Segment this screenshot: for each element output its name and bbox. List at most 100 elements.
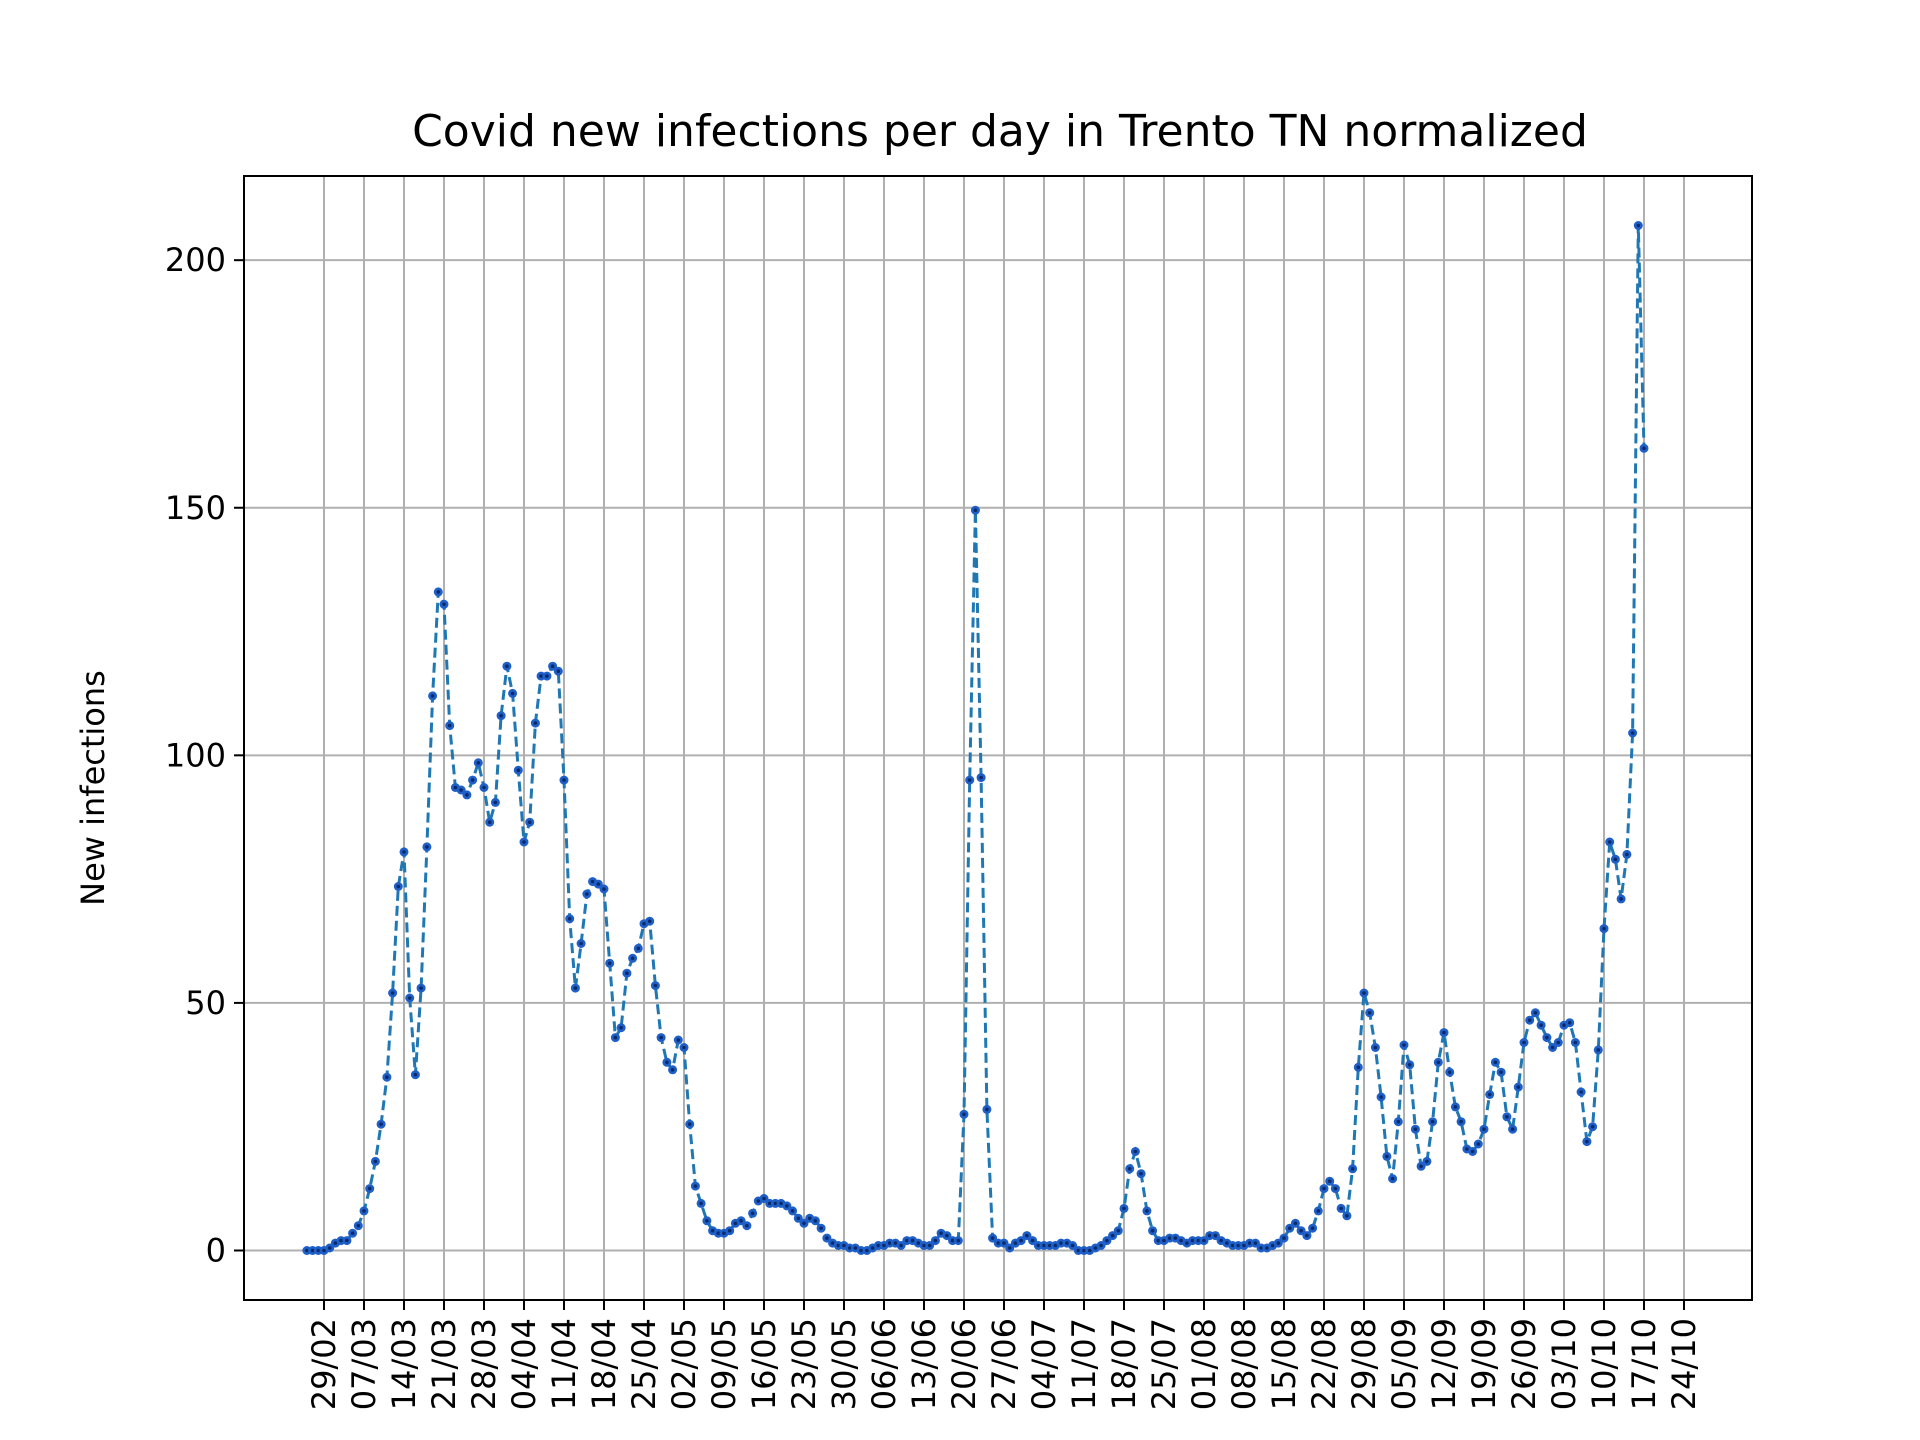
data-point-center <box>567 916 572 921</box>
data-point-center <box>1350 1167 1355 1171</box>
x-tick-label: 28/03 <box>465 1318 503 1410</box>
data-point-center <box>636 946 641 951</box>
data-point-center <box>1207 1233 1212 1238</box>
data-point-center <box>939 1231 943 1235</box>
data-point-center <box>1436 1060 1441 1065</box>
data-point-center <box>870 1246 875 1250</box>
data-point-center <box>556 669 561 673</box>
data-point-center <box>1567 1020 1572 1025</box>
data-point-center <box>956 1238 961 1243</box>
data-point-center <box>687 1122 692 1126</box>
data-point-center <box>1550 1045 1555 1050</box>
data-point-center <box>933 1238 938 1243</box>
data-point-center <box>1499 1070 1503 1074</box>
data-point-center <box>1345 1214 1349 1218</box>
data-point-center <box>516 768 521 772</box>
data-point-center <box>1385 1154 1389 1159</box>
data-point-center <box>390 991 395 995</box>
data-point-center <box>876 1243 881 1248</box>
data-point-center <box>693 1184 698 1188</box>
data-point-center <box>539 674 543 678</box>
data-point-center <box>710 1228 715 1233</box>
data-point-center <box>305 1248 309 1253</box>
data-point-center <box>887 1241 892 1245</box>
data-point-center <box>1373 1045 1378 1050</box>
data-point-center <box>1202 1238 1206 1243</box>
data-point-center <box>796 1216 801 1221</box>
data-point-center <box>1299 1228 1303 1233</box>
data-point-center <box>705 1219 709 1223</box>
data-point-center <box>1150 1228 1155 1233</box>
data-point-center <box>1425 1159 1429 1164</box>
x-tick-label: 15/08 <box>1265 1318 1303 1410</box>
data-point-center <box>882 1243 886 1248</box>
x-tick-label: 13/06 <box>905 1318 943 1410</box>
data-point-center <box>916 1241 921 1245</box>
data-point-center <box>1487 1092 1492 1097</box>
data-point-center <box>562 778 566 782</box>
x-tick-label: 18/07 <box>1105 1318 1143 1410</box>
data-point-center <box>459 788 463 792</box>
data-point-center <box>1407 1063 1412 1067</box>
data-point-center <box>499 713 503 718</box>
data-point-center <box>1185 1241 1189 1245</box>
data-point-center <box>430 694 435 698</box>
data-point-center <box>1242 1243 1246 1248</box>
data-point-center <box>1002 1241 1006 1245</box>
data-point-center <box>619 1025 623 1030</box>
data-point-center <box>602 887 606 891</box>
data-point-center <box>339 1238 343 1243</box>
data-point-center <box>1413 1127 1418 1131</box>
data-point-center <box>345 1238 349 1243</box>
data-point-center <box>1333 1186 1338 1191</box>
x-tick-label: 04/04 <box>505 1318 543 1410</box>
data-point-center <box>333 1241 338 1245</box>
data-point-center <box>945 1233 949 1238</box>
data-point-center <box>1596 1048 1601 1052</box>
data-point-center <box>579 941 583 946</box>
data-point-center <box>1419 1164 1423 1169</box>
data-point-center <box>1099 1243 1103 1248</box>
data-point-center <box>1476 1142 1481 1146</box>
data-point-center <box>1259 1246 1263 1250</box>
x-grid <box>323 176 1685 1300</box>
data-point-center <box>590 879 595 884</box>
data-point-center <box>1465 1147 1469 1151</box>
data-point-center <box>682 1045 686 1050</box>
data-point-center <box>1390 1176 1395 1181</box>
data-point-center <box>447 723 452 728</box>
data-point-center <box>670 1068 675 1072</box>
x-axis: 29/02 07/03 14/03 21/03 28/03 04/04 11/04 18/04… <box>305 1300 1703 1410</box>
data-point-center <box>1247 1241 1252 1245</box>
data-point-center <box>465 793 469 797</box>
data-point-center <box>842 1243 846 1248</box>
data-point-center <box>1590 1124 1595 1129</box>
data-point-center <box>442 602 446 607</box>
data-point-center <box>1527 1018 1532 1022</box>
data-point-center <box>1145 1209 1149 1213</box>
x-tick-label: 27/06 <box>985 1318 1023 1410</box>
data-point-center <box>1133 1149 1138 1154</box>
x-tick-label: 25/04 <box>625 1318 663 1410</box>
data-point-center <box>716 1231 721 1235</box>
data-point-center <box>1367 1011 1372 1015</box>
series-new-infections <box>302 221 1649 1255</box>
data-point-center <box>853 1246 858 1250</box>
data-point-center <box>1327 1179 1332 1183</box>
data-point-center <box>825 1236 829 1240</box>
data-point-center <box>533 721 538 725</box>
data-point-center <box>1287 1226 1292 1230</box>
data-point-center <box>1230 1243 1235 1248</box>
data-point-center <box>607 961 612 966</box>
data-point-center <box>573 986 578 990</box>
x-tick-label: 07/03 <box>345 1318 383 1410</box>
data-point-center <box>1362 991 1366 995</box>
data-point-center <box>790 1209 795 1213</box>
x-tick-label: 20/06 <box>945 1318 983 1410</box>
data-point-center <box>1110 1233 1115 1238</box>
data-point-center <box>750 1211 755 1216</box>
data-point-center <box>1219 1238 1223 1243</box>
data-point-center <box>1253 1241 1258 1245</box>
data-point-center <box>1059 1241 1063 1245</box>
